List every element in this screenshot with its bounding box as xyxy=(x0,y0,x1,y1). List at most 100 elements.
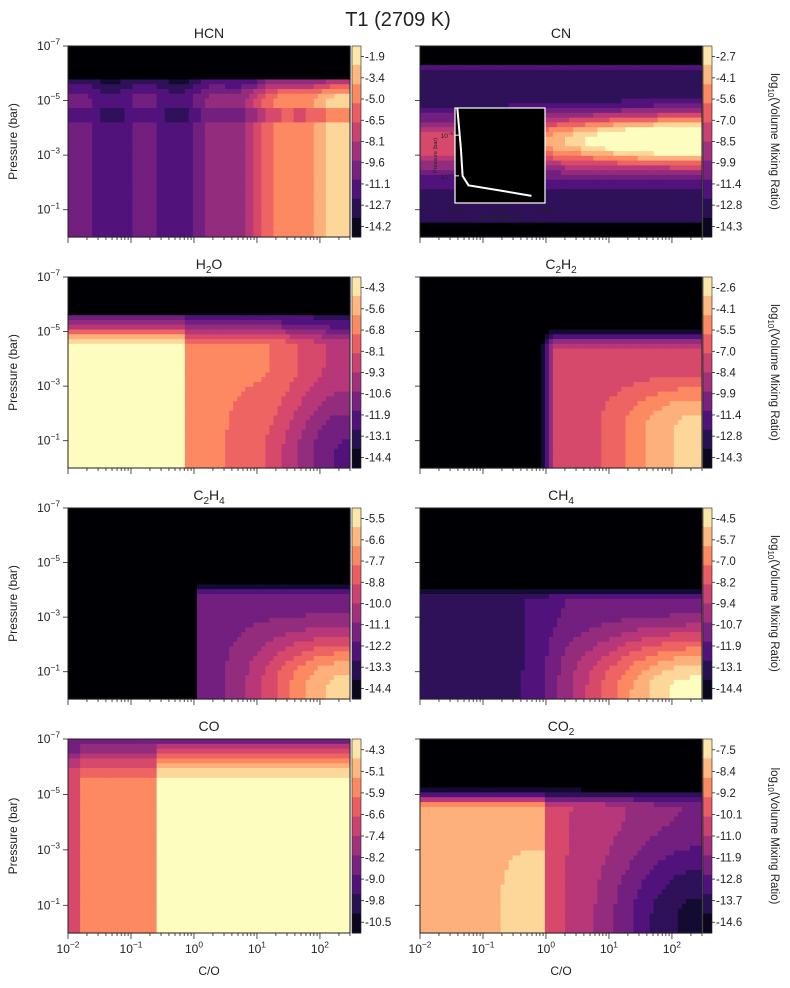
heat-cell xyxy=(72,232,77,238)
heat-cell xyxy=(649,184,655,190)
heat-cell xyxy=(273,122,279,128)
heat-cell xyxy=(241,198,246,205)
heat-cell xyxy=(209,131,214,138)
heat-cell xyxy=(637,179,643,186)
heat-cell xyxy=(112,131,117,138)
heat-cell xyxy=(120,203,125,209)
heat-cell xyxy=(84,93,89,100)
heat-cell xyxy=(152,88,158,95)
heat-cell xyxy=(321,227,327,233)
heat-cell xyxy=(528,60,534,66)
heat-cell xyxy=(184,112,190,119)
heat-cell xyxy=(172,160,178,166)
heat-cell xyxy=(144,60,150,66)
heat-cell xyxy=(468,74,473,81)
heat-cell xyxy=(500,69,506,76)
heat-cell xyxy=(581,122,586,128)
heat-cell xyxy=(548,179,554,186)
heat-cell xyxy=(88,79,93,85)
heat-cell xyxy=(593,141,598,147)
heat-cell xyxy=(144,213,150,219)
heat-cell xyxy=(333,194,339,200)
heat-cell xyxy=(657,184,663,190)
heat-cell xyxy=(657,160,663,166)
heat-cell xyxy=(293,232,299,238)
heat-cell xyxy=(156,122,162,128)
heat-cell xyxy=(269,222,275,229)
heat-cell xyxy=(156,189,162,195)
heat-cell xyxy=(148,98,154,104)
heat-cell xyxy=(88,146,93,152)
heat-cell xyxy=(225,170,230,176)
heat-cell xyxy=(160,122,166,128)
heat-cell xyxy=(432,184,437,190)
heat-cell xyxy=(341,203,347,209)
heat-cell xyxy=(649,46,655,52)
heat-cell xyxy=(313,84,319,90)
heat-cell xyxy=(561,74,566,81)
heat-cell xyxy=(217,208,222,214)
heat-cell xyxy=(229,198,234,205)
heat-cell xyxy=(585,179,590,186)
heat-cell xyxy=(329,79,335,85)
heat-cell xyxy=(200,88,206,95)
heat-cell xyxy=(277,203,283,209)
heat-cell xyxy=(112,60,117,66)
heat-cell xyxy=(253,155,258,162)
heat-cell xyxy=(277,170,283,176)
heat-cell xyxy=(273,174,279,181)
heat-cell xyxy=(172,208,178,214)
heat-cell xyxy=(76,165,81,171)
heat-cell xyxy=(424,184,429,190)
heat-cell xyxy=(440,170,445,176)
heat-cell xyxy=(148,141,154,147)
heat-cell xyxy=(184,217,190,224)
heat-cell xyxy=(293,203,299,209)
heat-cell xyxy=(108,194,113,200)
heat-cell xyxy=(184,50,190,57)
heat-cell xyxy=(293,46,299,52)
heat-cell xyxy=(569,103,574,109)
heat-cell xyxy=(88,198,93,205)
heat-cell xyxy=(317,74,323,81)
heat-cell xyxy=(176,69,182,76)
heat-cell xyxy=(265,170,271,176)
heat-cell xyxy=(217,103,222,109)
heat-cell xyxy=(428,46,433,52)
colorbar-band xyxy=(352,217,361,238)
heat-cell xyxy=(152,213,158,219)
heat-cell xyxy=(548,98,554,104)
heat-cell xyxy=(120,198,125,205)
heat-cell xyxy=(136,165,142,171)
heat-cell xyxy=(617,136,623,143)
heat-cell xyxy=(172,136,178,143)
heat-cell xyxy=(468,65,473,71)
heat-cell xyxy=(581,179,586,186)
heat-cell xyxy=(144,160,150,166)
heat-cell xyxy=(689,127,695,133)
heat-cell xyxy=(116,208,121,214)
heat-cell xyxy=(309,69,315,76)
heat-cell xyxy=(124,213,130,219)
heat-cell xyxy=(305,213,311,219)
heat-cell xyxy=(164,194,170,200)
heat-cell xyxy=(257,155,262,162)
heat-cell xyxy=(544,69,550,76)
heat-cell xyxy=(321,146,327,152)
heat-cell xyxy=(148,127,154,133)
heat-cell xyxy=(673,131,679,138)
heat-cell xyxy=(156,174,162,181)
heat-cell xyxy=(72,79,77,85)
heat-cell xyxy=(293,65,299,71)
heat-cell xyxy=(196,222,202,229)
heat-cell xyxy=(124,194,130,200)
heat-cell xyxy=(621,98,627,104)
heat-cell xyxy=(309,112,315,119)
heat-cell xyxy=(233,151,238,157)
heat-cell xyxy=(512,60,518,66)
heat-cell xyxy=(629,146,635,152)
heat-cell xyxy=(217,93,222,100)
heat-cell xyxy=(293,117,299,124)
heat-cell xyxy=(192,208,198,214)
heat-cell xyxy=(552,155,558,162)
